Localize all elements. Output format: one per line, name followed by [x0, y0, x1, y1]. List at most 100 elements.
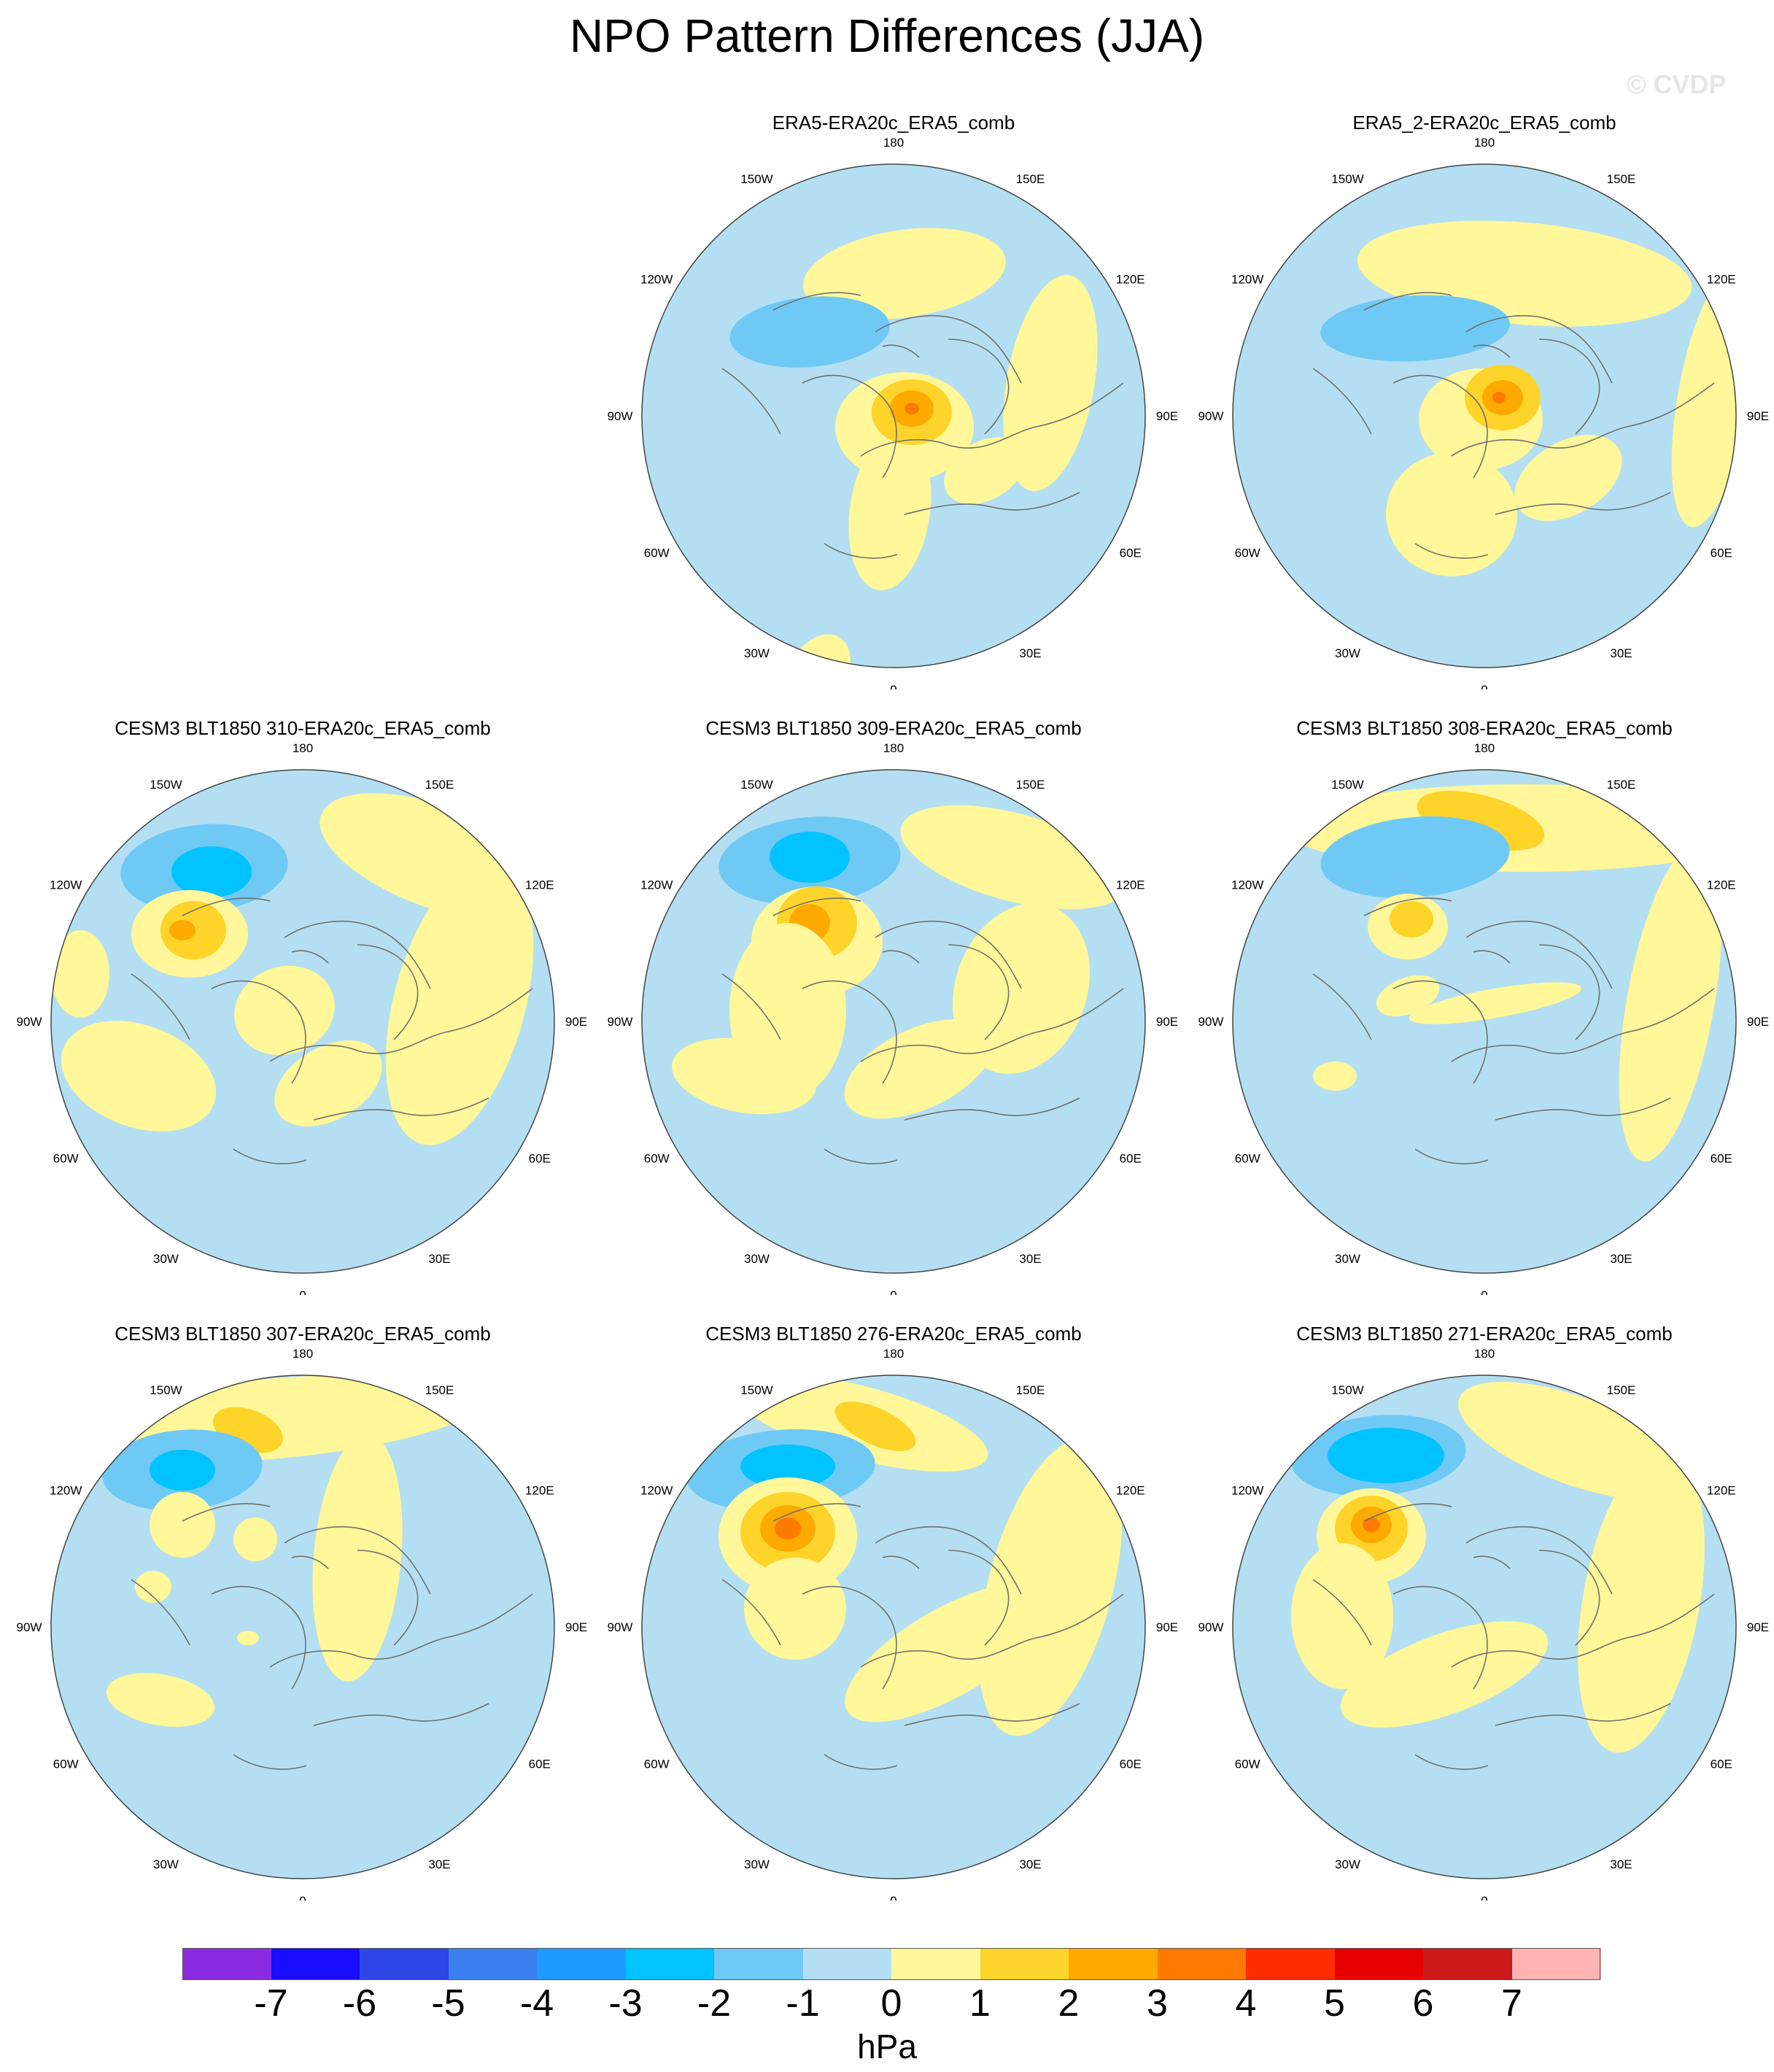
- longitude-label: 30W: [153, 1252, 179, 1266]
- longitude-label: 120E: [525, 878, 554, 892]
- longitude-label: 60W: [644, 546, 670, 560]
- anomaly-contour: [1492, 392, 1506, 403]
- colorbar-tick-label: 4: [1235, 1982, 1257, 2025]
- colorbar-tick-label: 7: [1501, 1982, 1522, 2025]
- colorbar-tick-label: 6: [1412, 1982, 1434, 2025]
- coastline: [1414, 543, 1489, 559]
- coastline: [1363, 1503, 1452, 1522]
- longitude-label: 120E: [1707, 273, 1736, 287]
- longitude-label: 150W: [740, 778, 772, 792]
- coastline: [882, 950, 920, 964]
- polar-map: 180 150E 120E 90E 60E 30E 0 30W 60W 90W 120W 150W: [17, 1347, 588, 1901]
- longitude-label: 90W: [608, 409, 633, 423]
- anomaly-contour: [1320, 816, 1510, 898]
- coastline: [1495, 1703, 1671, 1726]
- colorbar-swatch: [1157, 1948, 1247, 1980]
- coastline: [860, 1593, 1124, 1668]
- coastline: [284, 1526, 431, 1595]
- longitude-label: 90W: [608, 1015, 633, 1029]
- coastline: [1465, 920, 1613, 989]
- anomaly-contour: [150, 1492, 215, 1558]
- coastline: [1363, 897, 1452, 916]
- longitude-label: 180: [1474, 136, 1495, 150]
- anomaly-contour: [775, 1518, 801, 1539]
- anomaly-contour: [169, 920, 195, 940]
- anomaly-contour: [1340, 1621, 1549, 1728]
- coastline: [1538, 339, 1600, 435]
- colorbar-tick-label: -1: [786, 1982, 820, 2025]
- longitude-label: 30W: [744, 646, 770, 660]
- longitude-label: 150E: [1016, 172, 1045, 186]
- longitude-label: 30E: [1019, 1252, 1041, 1266]
- anomaly-contour: [803, 228, 1006, 320]
- coastline: [802, 980, 897, 1084]
- coastline: [131, 973, 190, 1040]
- polar-map: 180 150E 120E 90E 60E 30E 0 30W 60W 90W 120W 150W: [608, 1347, 1179, 1901]
- anomaly-contour: [237, 1631, 259, 1645]
- figure-title: NPO Pattern Differences (JJA): [569, 9, 1205, 62]
- longitude-label: 90W: [1198, 1015, 1224, 1029]
- map-border: [1232, 1375, 1737, 1879]
- coastline: [211, 980, 306, 1084]
- longitude-label: 30E: [1610, 1252, 1632, 1266]
- colorbar-swatch: [1069, 1948, 1158, 1980]
- longitude-label: 150W: [740, 1383, 772, 1397]
- longitude-label: 30W: [1335, 1252, 1360, 1266]
- colorbar: [182, 1948, 1601, 1980]
- polar-map: 180 150E 120E 90E 60E 30E 0 30W 60W 90W 120W 150W: [1198, 741, 1770, 1295]
- longitude-label: 150W: [150, 778, 182, 792]
- coastline: [182, 1503, 271, 1522]
- colorbar-swatch: [448, 1948, 538, 1980]
- panel-title: CESM3 BLT1850 310-ERA20c_ERA5_comb: [115, 717, 491, 739]
- longitude-label: 60W: [53, 1152, 79, 1166]
- map-border: [50, 769, 555, 1274]
- coastline: [284, 920, 431, 989]
- coastline: [1312, 1579, 1372, 1646]
- coastline: [313, 1703, 489, 1726]
- longitude-label: 30W: [1335, 646, 1360, 660]
- longitude-label: 150E: [425, 778, 454, 792]
- anomaly-contour: [51, 930, 109, 1018]
- map-panel: ERA5-ERA20c_ERA5_comb 180 150E 120E 90E 60E 30…: [598, 106, 1189, 689]
- longitude-label: 60E: [1120, 546, 1142, 560]
- longitude-label: 180: [293, 1347, 313, 1361]
- longitude-label: 60W: [644, 1758, 670, 1771]
- colorbar-tick-label: 1: [969, 1982, 991, 2025]
- anomaly-contour: [274, 1040, 382, 1126]
- longitude-label: 120E: [525, 1484, 554, 1498]
- anomaly-contour: [1409, 982, 1582, 1024]
- longitude-label: 30W: [1335, 1858, 1360, 1871]
- colorbar-swatch: [891, 1948, 980, 1980]
- coastline: [1465, 314, 1613, 384]
- anomaly-contour: [106, 1673, 215, 1727]
- longitude-label: 120E: [1707, 878, 1736, 892]
- polar-map: 180 150E 120E 90E 60E 30E 0 30W 60W 90W 120W 150W: [17, 741, 588, 1295]
- longitude-label: 60W: [644, 1152, 670, 1166]
- polar-map: 180 150E 120E 90E 60E 30E 0 30W 60W 90W 120W 150W: [1198, 1347, 1770, 1901]
- colorbar-swatch: [1423, 1948, 1512, 1980]
- polar-map: 180 150E 120E 90E 60E 30E 0 30W 60W 90W 120W 150W: [608, 741, 1179, 1295]
- coastline: [1393, 980, 1488, 1084]
- coastline: [948, 944, 1010, 1040]
- map-border: [1232, 163, 1737, 668]
- longitude-label: 120W: [50, 1484, 82, 1498]
- coastline: [1473, 950, 1511, 964]
- colorbar-swatch: [714, 1948, 803, 1980]
- longitude-label: 150E: [425, 1383, 454, 1397]
- longitude-label: 60W: [1235, 546, 1260, 560]
- anomaly-contour: [1376, 975, 1440, 1017]
- longitude-label: 180: [293, 741, 313, 755]
- longitude-label: 0: [1481, 1288, 1487, 1295]
- colorbar-swatch: [1246, 1948, 1335, 1980]
- panel-title: CESM3 BLT1850 308-ERA20c_ERA5_comb: [1296, 717, 1673, 739]
- colorbar-tick-label: 3: [1147, 1982, 1168, 2025]
- anomaly-contour: [978, 1437, 1123, 1736]
- longitude-label: 60E: [1120, 1758, 1142, 1771]
- coastline: [772, 897, 861, 916]
- colorbar-swatch: [980, 1948, 1069, 1980]
- colorbar-swatch: [537, 1948, 626, 1980]
- anomaly-contour: [1578, 1450, 1705, 1753]
- coastline: [182, 897, 271, 916]
- coastline: [269, 988, 533, 1062]
- anomaly-contour: [672, 1037, 816, 1115]
